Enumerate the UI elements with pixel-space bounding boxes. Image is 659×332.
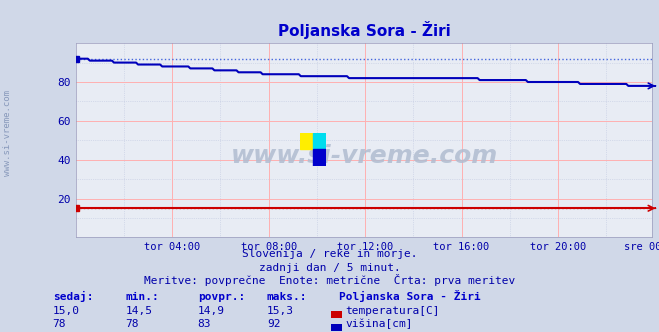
Polygon shape (300, 133, 313, 149)
Text: 78: 78 (53, 319, 66, 329)
Polygon shape (313, 149, 326, 166)
Text: 15,3: 15,3 (267, 306, 294, 316)
Text: temperatura[C]: temperatura[C] (345, 306, 440, 316)
Text: Meritve: povprečne  Enote: metrične  Črta: prva meritev: Meritve: povprečne Enote: metrične Črta:… (144, 274, 515, 286)
Text: 78: 78 (125, 319, 138, 329)
Text: zadnji dan / 5 minut.: zadnji dan / 5 minut. (258, 263, 401, 273)
Text: 14,5: 14,5 (125, 306, 152, 316)
Polygon shape (313, 133, 326, 149)
Text: Poljanska Sora - Žiri: Poljanska Sora - Žiri (339, 290, 481, 302)
Text: 92: 92 (267, 319, 280, 329)
Text: Slovenija / reke in morje.: Slovenija / reke in morje. (242, 249, 417, 259)
Text: višina[cm]: višina[cm] (345, 319, 413, 329)
Text: maks.:: maks.: (267, 292, 307, 302)
Text: sedaj:: sedaj: (53, 291, 93, 302)
Text: 83: 83 (198, 319, 211, 329)
Text: povpr.:: povpr.: (198, 292, 245, 302)
Text: 15,0: 15,0 (53, 306, 80, 316)
Text: www.si-vreme.com: www.si-vreme.com (231, 144, 498, 168)
Text: www.si-vreme.com: www.si-vreme.com (3, 90, 13, 176)
Title: Poljanska Sora - Žiri: Poljanska Sora - Žiri (277, 21, 451, 39)
Text: min.:: min.: (125, 292, 159, 302)
Text: 14,9: 14,9 (198, 306, 225, 316)
